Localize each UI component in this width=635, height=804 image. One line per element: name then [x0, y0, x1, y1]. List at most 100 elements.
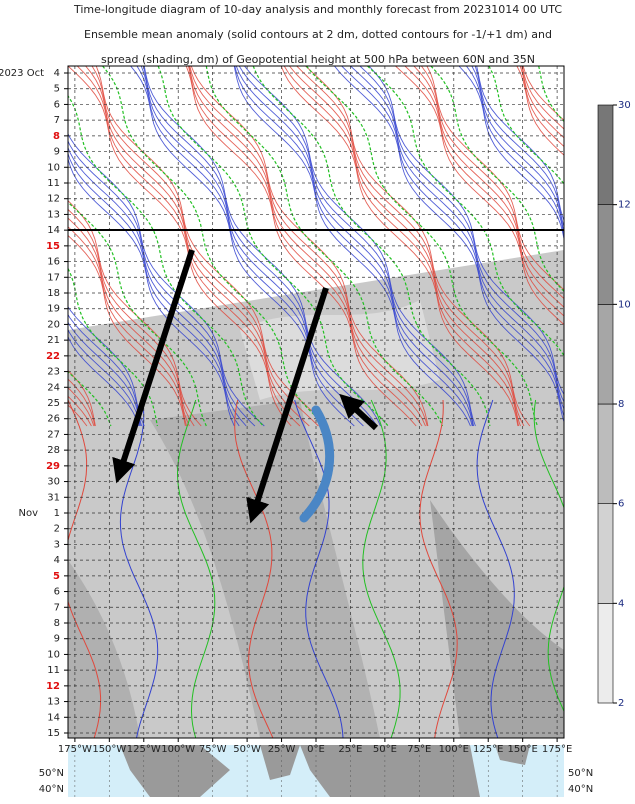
colorbar-band — [597, 603, 614, 704]
contour — [235, 66, 474, 427]
y-tick-label: 4 — [54, 555, 60, 566]
contour — [421, 66, 564, 300]
colorbar-label: 6 — [618, 499, 624, 510]
contour — [615, 66, 635, 426]
contour — [516, 66, 564, 156]
contour — [350, 66, 564, 411]
x-tick-label: 25°E — [338, 744, 362, 755]
contour — [476, 399, 515, 738]
contour — [68, 335, 140, 427]
x-tick-label: 125°E — [473, 744, 503, 755]
contour — [519, 66, 564, 148]
x-tick-label: 75°E — [407, 744, 431, 755]
arrow — [246, 287, 329, 524]
y-tick-label: 13 — [47, 209, 60, 220]
contour — [68, 200, 202, 427]
contour — [233, 66, 471, 427]
contour — [296, 66, 525, 427]
contour — [294, 399, 344, 738]
highlight-arc — [299, 405, 335, 523]
y-tick-label: 11 — [47, 178, 60, 189]
y-tick-label: 3 — [54, 539, 60, 550]
y-tick-label: 1 — [54, 508, 60, 519]
contour — [68, 313, 143, 427]
contour — [0, 66, 27, 426]
zero-contour — [367, 66, 564, 357]
y-tick-label: 5 — [54, 84, 60, 95]
contour — [0, 66, 46, 426]
contour — [189, 66, 428, 427]
contour — [521, 66, 564, 130]
zero-contour — [68, 267, 158, 427]
contour — [68, 399, 102, 738]
y-tick-label: 23 — [47, 367, 60, 378]
contour — [68, 305, 145, 427]
y-tick-label: 9 — [54, 634, 60, 645]
contour — [68, 132, 265, 427]
contour — [143, 66, 381, 427]
contour — [471, 66, 564, 234]
contour — [176, 399, 216, 738]
y-tick-label: 9 — [54, 147, 60, 158]
y-tick-label: 8 — [54, 618, 60, 629]
y-tick-label: 16 — [47, 257, 60, 268]
contour — [136, 66, 364, 427]
x-tick-label: 125°W — [127, 744, 161, 755]
contour — [68, 328, 141, 427]
contour — [476, 66, 564, 222]
contour — [68, 208, 195, 427]
colorbar-label: 8 — [618, 399, 624, 410]
y-tick-label: 10 — [47, 162, 60, 173]
title-line: Time-longitude diagram of 10-day analysi… — [73, 3, 562, 16]
contour — [76, 66, 301, 427]
lat-label: 50°N — [568, 768, 593, 779]
contour — [474, 66, 564, 228]
y-tick-label: 25 — [47, 398, 60, 409]
y-tick-label: 7 — [54, 602, 60, 613]
y-tick-label: 14 — [47, 225, 60, 236]
y-tick-label: 21 — [47, 335, 60, 346]
y-tick-label: 7 — [54, 115, 60, 126]
y-tick-label: 30 — [47, 477, 60, 488]
plot-area — [0, 66, 635, 738]
x-tick-label: 25°W — [268, 744, 296, 755]
contour — [419, 399, 458, 738]
land — [120, 745, 530, 797]
y-tick-label: 15 — [46, 241, 60, 252]
y-tick-label: 15 — [47, 728, 60, 739]
contour — [68, 66, 292, 427]
y-tick-label: 2 — [54, 524, 60, 535]
x-tick-label: 100°E — [439, 744, 469, 755]
title-line: Ensemble mean anomaly (solid contours at… — [84, 28, 552, 41]
zero-contour — [102, 66, 327, 427]
contour — [362, 399, 401, 738]
month-label: 2023 Oct — [0, 68, 44, 79]
contour — [359, 66, 564, 403]
contour — [368, 66, 564, 396]
contour — [0, 66, 49, 426]
y-tick-label: 12 — [46, 681, 60, 692]
zero-contour — [305, 66, 538, 427]
lat-label: 40°N — [568, 784, 593, 795]
y-tick-label: 5 — [53, 571, 60, 582]
contour — [283, 66, 520, 427]
spread-shading — [68, 560, 140, 738]
colorbar-band — [597, 304, 614, 405]
annotation-arrows — [112, 249, 379, 524]
x-tick-label: 0°E — [307, 744, 325, 755]
x-tick-label: 100°W — [161, 744, 195, 755]
contour — [289, 66, 521, 427]
contour — [130, 66, 355, 427]
zero-contour — [68, 201, 207, 427]
contour — [0, 66, 42, 426]
contour — [68, 217, 190, 427]
arrow — [339, 393, 379, 431]
y-tick-label: 22 — [46, 351, 60, 362]
x-tick-label: 75°W — [199, 744, 227, 755]
colorbar-label: 10 — [618, 299, 631, 310]
lat-label: 50°N — [39, 768, 64, 779]
y-tick-label: 29 — [46, 461, 60, 472]
spread-shading — [430, 500, 564, 738]
y-tick-label: 10 — [47, 649, 60, 660]
contour — [142, 66, 378, 427]
